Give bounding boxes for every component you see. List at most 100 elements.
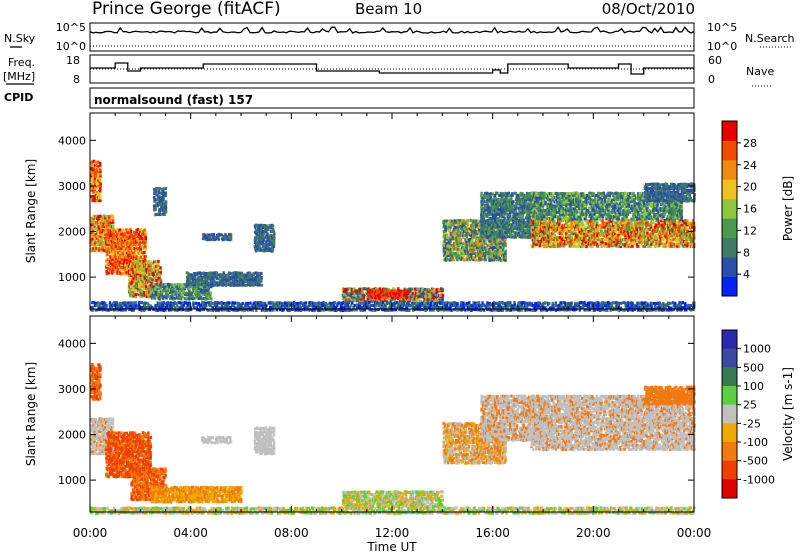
colorbar-swatch: [722, 179, 737, 200]
scatter-patch-12: [90, 506, 696, 515]
colorbar-swatch: [722, 386, 737, 406]
y-tick-label: 2000: [58, 429, 86, 442]
nsky-label: N.Sky: [4, 32, 36, 45]
colorbar-swatch: [722, 159, 737, 180]
power-colorbar: 4 8 12 16 20 24 28 Power [dB]: [721, 120, 795, 297]
colorbar-swatch: [722, 460, 737, 480]
cpid-label: CPID: [4, 91, 33, 104]
y-tick-label: 4000: [58, 134, 86, 147]
y-tick-label: 1000: [58, 474, 86, 487]
colorbar-swatch: [722, 442, 737, 462]
x-axis-label: Time UT: [366, 540, 417, 554]
y-tick-label: 4000: [58, 337, 86, 350]
nave-label: Nave: [746, 65, 774, 78]
colorbar-swatch: [722, 121, 737, 141]
colorbar-tick: 100: [743, 380, 764, 393]
scatter-patch-0: [90, 159, 102, 203]
x-tick-label: 00:00: [677, 526, 712, 540]
freq-label: Freq.: [8, 56, 35, 69]
colorbar-swatch: [722, 367, 737, 387]
scatter-patch-0: [90, 362, 102, 401]
colorbar-swatch: [722, 348, 737, 368]
freq-tick-top: 18: [66, 54, 80, 67]
colorbar-tick: 20: [743, 181, 757, 194]
noise-tick-bottom-left: 10^0: [56, 40, 86, 53]
cpid-value: normalsound (fast) 157: [94, 93, 253, 107]
scatter-patch-16: [90, 301, 696, 312]
colorbar-label: Velocity [m s-1]: [781, 367, 795, 461]
date-title: 08/Oct/2010: [602, 0, 695, 18]
y-tick-label: 1000: [58, 271, 86, 284]
station-title: Prince George (fitACF): [92, 0, 281, 19]
scatter-patch-12: [480, 191, 545, 239]
colorbar-tick: 24: [743, 159, 757, 172]
scatter-patch-5: [185, 271, 263, 287]
x-tick-label: 00:00: [73, 526, 108, 540]
velocity-colorbar: 1000 500 100 25 -25 -100 -500 -1000 Velocity [m …: [721, 329, 795, 499]
scatter-patch-5: [201, 435, 233, 445]
x-tick-label: 16:00: [475, 526, 510, 540]
y-tick-label: 3000: [58, 383, 86, 396]
power-panel: 1000 2000 3000 4000 Slant Range [km]: [24, 112, 696, 312]
colorbar-tick: -500: [743, 455, 768, 468]
colorbar-tick: 500: [743, 361, 764, 374]
time-axis: 00:00 04:00 08:00 12:00 16:00 20:00 00:00: [73, 526, 712, 540]
colorbar-label: Power [dB]: [781, 176, 795, 241]
scatter-patch-7: [341, 490, 445, 509]
colorbar-swatch: [722, 218, 737, 239]
noise-panel: 10^5 10^0 10^5 10^0: [56, 21, 737, 53]
colorbar-swatch: [722, 276, 737, 297]
scatter-patch-1: [90, 417, 115, 456]
scatter-patch-6: [202, 232, 233, 242]
freq-line: [90, 62, 694, 75]
x-tick-label: 12:00: [375, 526, 410, 540]
colorbar-swatch: [722, 257, 737, 277]
scatter-patch-2: [105, 228, 148, 276]
colorbar-swatch: [722, 237, 737, 258]
colorbar-tick: 8: [743, 246, 750, 259]
scatter-patch-14: [530, 191, 684, 221]
colorbar-swatch: [722, 404, 737, 424]
colorbar-swatch: [722, 423, 737, 443]
noise-tick-top-left: 10^5: [56, 21, 86, 34]
x-tick-label: 04:00: [173, 526, 208, 540]
scatter-patch-4: [150, 282, 213, 301]
noise-tick-bottom-right: 10^0: [707, 40, 737, 53]
beam-title: Beam 10: [355, 0, 422, 18]
colorbar-swatch: [722, 330, 737, 350]
freq-panel: 18 8 60 0: [66, 54, 722, 86]
freq-tick-bottom: 8: [73, 73, 80, 86]
colorbar-tick: -25: [743, 417, 761, 430]
scatter-patch-6: [253, 426, 276, 456]
colorbar-tick: -100: [743, 436, 768, 449]
y-tick-label: 2000: [58, 226, 86, 239]
scatter-patch-13: [530, 218, 696, 249]
colorbar-tick: 16: [743, 203, 757, 216]
colorbar-tick: -1000: [743, 473, 775, 486]
scatter-patch-4: [150, 485, 243, 504]
x-tick-label: 08:00: [274, 526, 309, 540]
nave-tick-top: 60: [708, 54, 722, 67]
y-tick-label: 3000: [58, 180, 86, 193]
velocity-panel: 1000 2000 3000 4000 Slant Range [km]: [24, 315, 696, 515]
scatter-patch-11: [643, 385, 696, 406]
noise-tick-top-right: 10^5: [707, 21, 737, 34]
scatter-patch-10: [367, 289, 409, 300]
y-axis-label: Slant Range [km]: [24, 362, 38, 466]
scatter-patch-7: [253, 223, 276, 253]
colorbar-tick: 1000: [743, 343, 771, 356]
scatter-patch-8: [442, 421, 507, 465]
colorbar-swatch: [722, 198, 737, 219]
nave-tick-bottom: 0: [708, 73, 715, 86]
scatter-patch-8: [152, 187, 168, 217]
scatter-patch-15: [643, 182, 696, 203]
colorbar-tick: 4: [743, 268, 750, 281]
nsky-line: [89, 25, 695, 34]
colorbar-tick: 25: [743, 399, 757, 412]
colorbar-swatch: [722, 140, 737, 161]
scatter-patch-3: [127, 259, 163, 299]
colorbar-tick: 12: [743, 224, 757, 237]
x-tick-label: 20:00: [576, 526, 611, 540]
nsearch-label: N.Search: [745, 32, 795, 45]
